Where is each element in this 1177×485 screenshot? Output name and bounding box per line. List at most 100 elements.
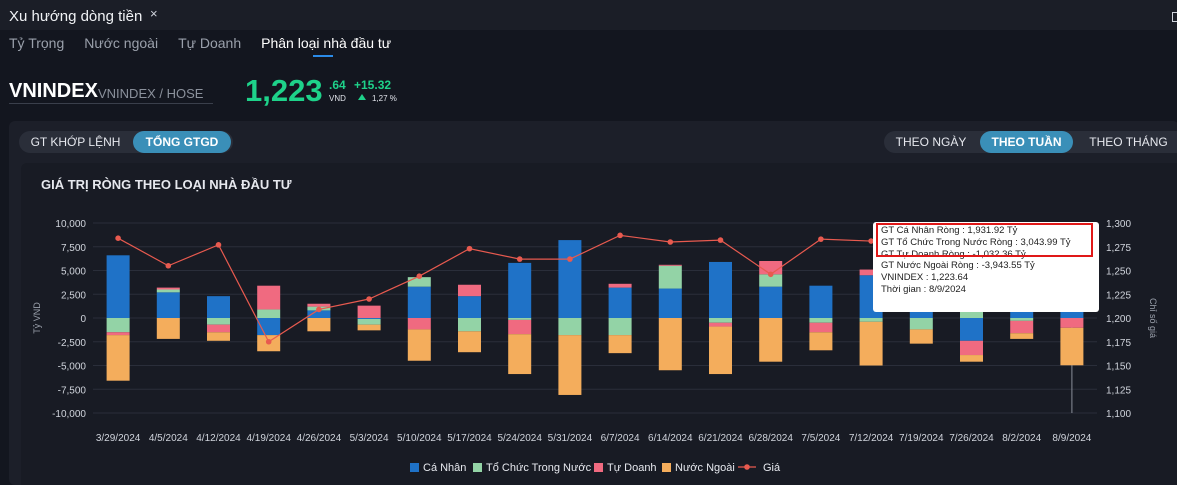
chart-title: GIÁ TRỊ RÒNG THEO LOẠI NHÀ ĐẦU TƯ: [41, 177, 292, 192]
legend-swatch: [662, 463, 671, 472]
x-tick-label: 5/10/2024: [397, 433, 442, 444]
tab-phan-loai-nha-dau-tu[interactable]: Phân loại nhà đầu tư: [261, 35, 392, 57]
bar-nuoc-ngoai: [207, 332, 230, 341]
y-tick-label: 5,000: [61, 267, 86, 278]
bar-ca-nhan: [207, 296, 230, 318]
tab-tu-doanh[interactable]: Tự Doanh: [178, 35, 242, 51]
bar-to-chuc: [508, 318, 532, 320]
bar-nuoc-ngoai: [407, 329, 431, 361]
bar-to-chuc: [207, 318, 230, 325]
bar-ca-nhan: [960, 318, 983, 341]
bar-ca-nhan: [809, 285, 833, 318]
bar-tu-doanh: [458, 284, 481, 297]
up-arrow-icon: [358, 94, 366, 100]
x-tick-label: 7/5/2024: [801, 433, 840, 444]
x-tick-label: 4/12/2024: [196, 433, 241, 444]
bar-tu-doanh: [709, 322, 732, 327]
chart-tooltip: GT Cá Nhân Ròng : 1,931.92 Tỷ GT Tổ Chức…: [873, 222, 1099, 312]
x-tick-label: 5/3/2024: [350, 433, 389, 444]
x-tick-label: 5/24/2024: [497, 433, 542, 444]
bar-nuoc-ngoai: [608, 335, 632, 354]
tooltip-line-tu-doanh: GT Tự Doanh Ròng : -1,032.36 Tỷ: [881, 248, 1026, 260]
toggle-theo-thang[interactable]: THEO THÁNG: [1089, 135, 1168, 149]
bar-nuoc-ngoai: [1060, 327, 1084, 366]
legend-swatch-point: [744, 464, 750, 470]
bar-tu-doanh: [658, 264, 682, 266]
toggle-gt-khop-lenh[interactable]: GT KHỚP LỆNH: [30, 135, 121, 149]
y-axis-label: Tỷ VND: [32, 302, 42, 334]
x-tick-label: 8/2/2024: [1002, 433, 1041, 444]
symbol-header: VNINDEX VNINDEX / HOSE 1,223 .64 VND +15…: [9, 73, 409, 108]
tooltip-line-vnindex: VNINDEX : 1,223.64: [881, 272, 969, 284]
legend-label: Giá: [763, 462, 781, 474]
price-unit: VND: [329, 94, 346, 103]
symbol-name[interactable]: VNINDEX: [9, 80, 98, 102]
x-tick-label: 4/19/2024: [246, 433, 291, 444]
y-tick-label: -10,000: [52, 409, 86, 420]
bar-tu-doanh: [508, 319, 532, 335]
window-titlebar: Xu hướng dòng tiền ×: [0, 0, 1177, 30]
bar-nuoc-ngoai: [709, 326, 732, 375]
bar-nuoc-ngoai: [658, 318, 682, 371]
tooltip-line-to-chuc: GT Tổ Chức Trong Nước Ròng : 3,043.99 Tỷ: [881, 236, 1071, 248]
bar-tu-doanh: [257, 285, 281, 310]
bar-ca-nhan: [558, 240, 582, 318]
price-decimal: .64: [329, 78, 346, 92]
bar-nuoc-ngoai: [809, 332, 833, 351]
tooltip-line-nuoc-ngoai: GT Nước Ngoài Ròng : -3,943.55 Tỷ: [881, 260, 1035, 272]
bar-tu-doanh: [608, 283, 632, 288]
y-tick-label: -2,500: [58, 338, 87, 349]
toggle-tong-gtgd[interactable]: TỔNG GTGD: [133, 131, 231, 153]
price-point: [617, 232, 623, 239]
bar-ca-nhan: [658, 288, 682, 318]
price-point: [466, 245, 473, 252]
price-point: [818, 236, 824, 242]
price-point: [366, 296, 372, 302]
price-main: 1,223: [245, 73, 323, 108]
x-tick-label: 4/26/2024: [297, 433, 342, 444]
bar-nuoc-ngoai: [1010, 333, 1034, 339]
toggle-theo-ngay[interactable]: THEO NGÀY: [895, 135, 967, 149]
bar-to-chuc: [156, 289, 180, 293]
y2-tick-label: 1,100: [1106, 409, 1131, 420]
bar-to-chuc: [859, 318, 883, 322]
y2-tick-label: 1,175: [1106, 338, 1131, 349]
price-point: [316, 306, 322, 313]
x-tick-label: 7/19/2024: [899, 433, 944, 444]
price-point: [165, 262, 172, 269]
x-tick-label: 5/17/2024: [447, 433, 492, 444]
legend-swatch: [410, 463, 419, 472]
bar-ca-nhan: [508, 262, 532, 318]
bar-ca-nhan: [759, 286, 783, 318]
y2-tick-label: 1,200: [1106, 314, 1131, 325]
bar-tu-doanh: [407, 318, 431, 330]
toggle-theo-tuan[interactable]: THEO TUẦN: [980, 131, 1073, 153]
price-change: +15.32: [354, 78, 392, 92]
close-icon[interactable]: ×: [150, 6, 158, 21]
legend-label: Tự Doanh: [607, 462, 657, 474]
bar-to-chuc: [608, 318, 632, 336]
price-change-pct: 1,27 %: [372, 94, 397, 103]
bar-to-chuc: [407, 277, 431, 287]
tab-ty-trong[interactable]: Tỷ Trọng: [9, 35, 65, 51]
bar-tu-doanh: [156, 287, 180, 290]
expand-icon[interactable]: [1172, 12, 1177, 22]
x-tick-label: 6/7/2024: [601, 433, 640, 444]
bar-to-chuc: [106, 318, 130, 333]
bar-ca-nhan: [106, 255, 130, 318]
bar-nuoc-ngoai: [307, 318, 331, 332]
bar-to-chuc: [558, 318, 582, 336]
y-tick-label: 7,500: [61, 243, 86, 254]
legend-label: Tổ Chức Trong Nước: [486, 462, 592, 474]
tab-nuoc-ngoai[interactable]: Nước ngoài: [84, 35, 159, 51]
x-tick-label: 7/12/2024: [849, 433, 894, 444]
bar-to-chuc: [257, 309, 281, 318]
symbol-exchange: VNINDEX / HOSE: [98, 86, 204, 101]
x-tick-label: 6/28/2024: [748, 433, 793, 444]
y2-tick-label: 1,125: [1106, 385, 1131, 396]
bar-nuoc-ngoai: [458, 331, 481, 353]
bar-tu-doanh: [1060, 318, 1084, 328]
bar-tu-doanh: [357, 305, 381, 318]
price-point: [115, 235, 121, 241]
bar-nuoc-ngoai: [909, 329, 933, 344]
